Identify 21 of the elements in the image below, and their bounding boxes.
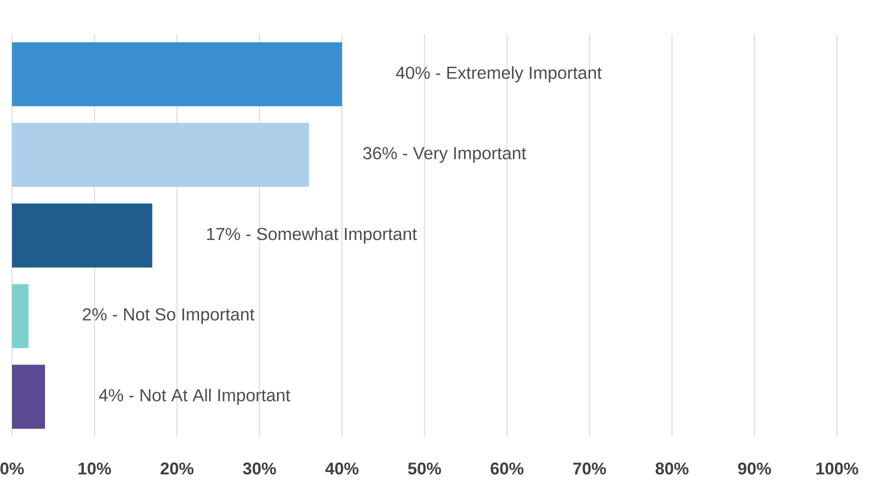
x-tick-label: 10% (78, 462, 111, 475)
x-tick-label: 40% (325, 462, 358, 475)
bar (12, 122, 310, 187)
data-label: 17% - Somewhat Important (207, 227, 417, 244)
x-tick-label: 60% (490, 462, 524, 475)
data-label: 2% - Not So Important (82, 308, 254, 324)
x-tick-label: 90% (738, 462, 772, 475)
x-tick-label: 80% (656, 462, 688, 475)
x-tick-label: 30% (242, 462, 276, 475)
data-label: 4% - Not At All Important (98, 388, 290, 405)
x-tick-label: 0% (0, 462, 24, 475)
data-label: 36% - Very Important (363, 147, 526, 163)
x-tick-label: 100% (816, 462, 858, 475)
bar (12, 284, 28, 348)
x-tick-label: 50% (408, 462, 441, 475)
x-tick-label: 70% (573, 462, 606, 475)
bar (12, 204, 152, 268)
x-tick-label: 20% (160, 462, 194, 475)
bar (12, 42, 342, 106)
data-label: 40% - Extremely Important (396, 66, 602, 82)
bar (12, 364, 45, 429)
